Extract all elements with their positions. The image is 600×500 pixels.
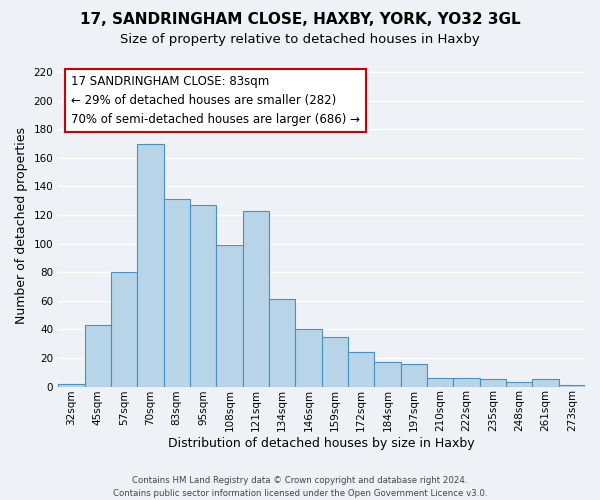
Text: 17, SANDRINGHAM CLOSE, HAXBY, YORK, YO32 3GL: 17, SANDRINGHAM CLOSE, HAXBY, YORK, YO32… — [80, 12, 520, 28]
Bar — [532, 380, 559, 386]
Bar — [295, 330, 322, 386]
Bar — [348, 352, 374, 386]
Bar — [216, 245, 242, 386]
Bar — [242, 211, 269, 386]
Bar — [164, 200, 190, 386]
Y-axis label: Number of detached properties: Number of detached properties — [15, 128, 28, 324]
Bar — [190, 205, 216, 386]
Text: Size of property relative to detached houses in Haxby: Size of property relative to detached ho… — [120, 32, 480, 46]
Bar — [559, 385, 585, 386]
Bar — [401, 364, 427, 386]
X-axis label: Distribution of detached houses by size in Haxby: Distribution of detached houses by size … — [168, 437, 475, 450]
Bar — [269, 300, 295, 386]
Bar — [111, 272, 137, 386]
Bar — [137, 144, 164, 386]
Text: 17 SANDRINGHAM CLOSE: 83sqm
← 29% of detached houses are smaller (282)
70% of se: 17 SANDRINGHAM CLOSE: 83sqm ← 29% of det… — [71, 74, 361, 126]
Bar — [85, 325, 111, 386]
Bar — [506, 382, 532, 386]
Bar — [479, 380, 506, 386]
Bar — [453, 378, 479, 386]
Bar — [322, 336, 348, 386]
Bar — [427, 378, 453, 386]
Text: Contains HM Land Registry data © Crown copyright and database right 2024.
Contai: Contains HM Land Registry data © Crown c… — [113, 476, 487, 498]
Bar — [374, 362, 401, 386]
Bar — [58, 384, 85, 386]
